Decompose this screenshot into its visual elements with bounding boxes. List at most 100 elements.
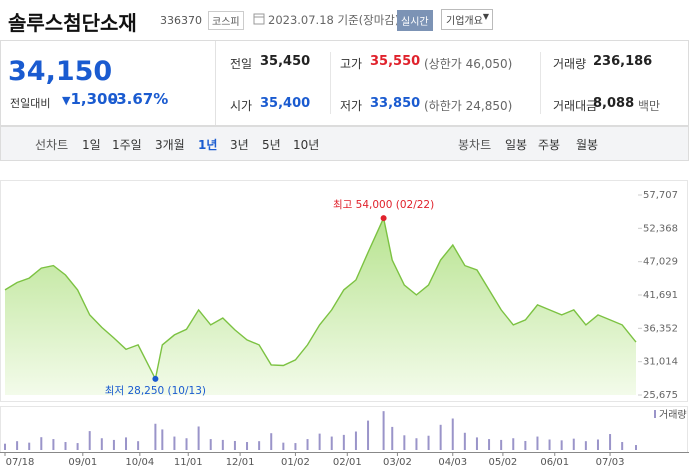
price-line xyxy=(4,215,637,382)
volume-bar xyxy=(294,443,297,450)
volume-bar xyxy=(500,439,503,450)
tab-group-label: 선차트 xyxy=(35,138,69,152)
period-tab[interactable]: 1년 xyxy=(198,138,218,152)
volume-bar xyxy=(596,439,599,450)
volume-bar xyxy=(635,445,637,450)
x-tick-label: 07/18 xyxy=(6,457,35,468)
candle-tab[interactable]: 주봉 xyxy=(538,138,561,152)
volume-bar xyxy=(221,439,224,450)
change: ▼1,300 xyxy=(62,90,118,108)
period-tab[interactable]: 1일 xyxy=(82,138,101,152)
volume-bar xyxy=(258,441,261,450)
volume-bar xyxy=(233,440,236,450)
y-tick-label: 31,014 xyxy=(643,357,678,368)
volume-bar xyxy=(100,438,103,450)
volume-bar xyxy=(306,439,309,450)
volume-bar xyxy=(16,441,19,450)
x-tick-label: 04/03 xyxy=(438,457,467,468)
volume-bar xyxy=(197,426,200,450)
y-tick-label: 41,691 xyxy=(643,290,678,301)
period-tab[interactable]: 3개월 xyxy=(155,138,185,152)
volume-bar xyxy=(40,437,43,450)
volume-bar xyxy=(154,423,157,450)
volume-bar xyxy=(367,420,370,450)
volume-bar xyxy=(354,431,357,450)
volume-bar xyxy=(4,443,6,450)
x-tick-label: 01/02 xyxy=(281,457,310,468)
period-tab[interactable]: 5년 xyxy=(262,138,281,152)
x-tick-label: 07/03 xyxy=(596,457,625,468)
volume-bar xyxy=(173,436,176,450)
annotation: 최저 28,250 (10/13) xyxy=(105,385,206,397)
volume-bar xyxy=(391,426,394,450)
stat-value: 35,550 xyxy=(370,54,421,69)
volume-bar xyxy=(246,442,249,450)
volume-legend-swatch xyxy=(654,410,656,418)
volume-bar xyxy=(76,443,79,450)
volume-bar xyxy=(548,439,551,450)
stat-value: 8,088 xyxy=(593,96,635,111)
volume-bar xyxy=(572,438,575,450)
market-badge: 코스피 xyxy=(208,11,244,30)
company-info-label: 기업개요 xyxy=(446,16,483,27)
stat-note: (하한가 24,850) xyxy=(424,99,513,113)
volume-bar xyxy=(318,433,321,450)
calendar-icon xyxy=(253,13,265,25)
plot-frame xyxy=(0,180,688,402)
tab-group-label: 봉차트 xyxy=(458,138,492,152)
volume-bar xyxy=(621,442,624,450)
volume-bar xyxy=(403,435,406,450)
volume-bar xyxy=(488,439,491,450)
volume-bar xyxy=(609,434,612,450)
x-tick-label: 02/01 xyxy=(333,457,362,468)
volume-bar xyxy=(112,439,115,450)
volume-bar xyxy=(88,431,91,450)
candle-tab[interactable]: 월봉 xyxy=(576,138,599,152)
volume-bar xyxy=(415,438,418,450)
volume-bar xyxy=(270,433,273,450)
volume-bar xyxy=(209,439,212,450)
volume-legend: 거래량 xyxy=(659,409,687,421)
stat-label: 거래대금 xyxy=(553,99,598,113)
volume-bar xyxy=(536,436,539,450)
change-value: 1,300 xyxy=(70,90,118,108)
company-info-select[interactable]: 기업개요 ▼ xyxy=(441,9,493,30)
x-tick-label: 10/04 xyxy=(125,457,154,468)
period-tab[interactable]: 10년 xyxy=(293,138,320,152)
period-tab[interactable]: 3년 xyxy=(230,138,249,152)
x-tick-label: 12/01 xyxy=(226,457,255,468)
x-tick-label: 05/02 xyxy=(488,457,517,468)
volume-bar xyxy=(282,442,285,450)
y-tick-label: 57,707 xyxy=(643,190,678,201)
stat-label: 고가 xyxy=(340,57,363,71)
volume-bar xyxy=(584,441,587,450)
divider xyxy=(540,52,541,114)
candle-tab[interactable]: 일봉 xyxy=(505,138,528,152)
annotation: 최고 54,000 (02/22) xyxy=(333,199,434,211)
volume-bar xyxy=(463,432,466,450)
volume-bar xyxy=(330,436,333,450)
volume-bar xyxy=(524,440,527,450)
period-tab[interactable]: 1주일 xyxy=(112,138,142,152)
y-tick-label: 47,029 xyxy=(643,257,678,268)
x-tick-label: 06/01 xyxy=(540,457,569,468)
stock-name: 솔루스첨단소재 xyxy=(8,11,137,35)
extreme-marker xyxy=(380,215,387,222)
stat-value: 35,450 xyxy=(260,54,311,69)
volume-bar xyxy=(382,411,385,450)
date: 2023.07.18 기준(장마감) xyxy=(268,13,400,27)
y-tick-label: 52,368 xyxy=(643,223,678,234)
stat-value: 35,400 xyxy=(260,96,311,111)
x-tick-label: 11/01 xyxy=(174,457,203,468)
volume-bar xyxy=(64,442,67,450)
x-tick-label: 09/01 xyxy=(68,457,97,468)
x-tick-label: 03/02 xyxy=(383,457,412,468)
stat-note: 백만 xyxy=(638,99,661,113)
y-tick-label: 36,352 xyxy=(643,323,678,334)
volume-bar xyxy=(137,441,140,450)
volume-bar xyxy=(125,437,128,450)
realtime-button[interactable]: 실시간 xyxy=(397,10,433,31)
tab-bar xyxy=(0,126,689,161)
